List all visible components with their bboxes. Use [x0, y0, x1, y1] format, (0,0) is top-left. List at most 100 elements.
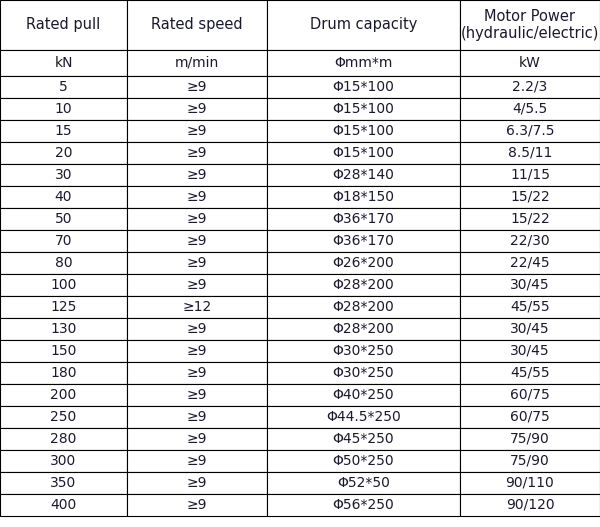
Text: Φ50*250: Φ50*250 [332, 454, 394, 468]
Text: 30/45: 30/45 [510, 322, 550, 336]
Text: ≥9: ≥9 [187, 344, 207, 358]
Bar [460, 494, 600, 516]
Bar [0, 208, 127, 230]
Text: 125: 125 [50, 300, 77, 314]
Text: 400: 400 [50, 498, 77, 512]
Bar [460, 472, 600, 494]
Bar [0, 318, 127, 340]
Text: 6.3/7.5: 6.3/7.5 [506, 124, 554, 138]
Text: 40: 40 [55, 190, 72, 204]
Bar [460, 384, 600, 406]
Bar [267, 252, 460, 274]
Bar [0, 450, 127, 472]
Bar [127, 164, 267, 186]
Bar [0, 406, 127, 428]
Text: Φ52*50: Φ52*50 [337, 476, 390, 490]
Text: 90/110: 90/110 [506, 476, 554, 490]
Bar [267, 208, 460, 230]
Bar [460, 428, 600, 450]
Text: 15/22: 15/22 [510, 190, 550, 204]
Text: ≥9: ≥9 [187, 432, 207, 446]
Text: 280: 280 [50, 432, 77, 446]
Text: Φ36*170: Φ36*170 [332, 234, 394, 248]
Bar [267, 230, 460, 252]
Text: Φ30*250: Φ30*250 [332, 366, 394, 380]
Bar [0, 50, 127, 76]
Text: Motor Power
(hydraulic/electric): Motor Power (hydraulic/electric) [461, 9, 599, 41]
Bar [0, 186, 127, 208]
Text: 45/55: 45/55 [510, 300, 550, 314]
Text: ≥9: ≥9 [187, 388, 207, 402]
Text: ≥9: ≥9 [187, 168, 207, 182]
Text: 4/5.5: 4/5.5 [512, 102, 548, 116]
Text: 15/22: 15/22 [510, 212, 550, 226]
Bar [267, 142, 460, 164]
Text: 45/55: 45/55 [510, 366, 550, 380]
Text: 15: 15 [55, 124, 73, 138]
Bar [127, 0, 267, 50]
Text: Φ28*200: Φ28*200 [332, 278, 394, 292]
Text: Φ30*250: Φ30*250 [332, 344, 394, 358]
Text: Φ36*170: Φ36*170 [332, 212, 394, 226]
Bar [267, 340, 460, 362]
Text: 8.5/11: 8.5/11 [508, 146, 552, 160]
Bar [267, 120, 460, 142]
Text: ≥12: ≥12 [182, 300, 212, 314]
Text: ≥9: ≥9 [187, 256, 207, 270]
Bar [0, 340, 127, 362]
Text: ≥9: ≥9 [187, 498, 207, 512]
Bar [460, 120, 600, 142]
Bar [0, 428, 127, 450]
Bar [460, 296, 600, 318]
Bar [0, 296, 127, 318]
Bar [267, 76, 460, 98]
Bar [127, 98, 267, 120]
Text: ≥9: ≥9 [187, 410, 207, 424]
Bar [267, 274, 460, 296]
Text: Φ26*200: Φ26*200 [332, 256, 394, 270]
Text: Φ18*150: Φ18*150 [332, 190, 395, 204]
Text: ≥9: ≥9 [187, 146, 207, 160]
Bar [460, 50, 600, 76]
Bar [127, 120, 267, 142]
Bar [127, 50, 267, 76]
Text: 20: 20 [55, 146, 72, 160]
Text: kW: kW [519, 56, 541, 70]
Bar [0, 384, 127, 406]
Text: ≥9: ≥9 [187, 476, 207, 490]
Text: ≥9: ≥9 [187, 212, 207, 226]
Text: ≥9: ≥9 [187, 80, 207, 94]
Bar [460, 406, 600, 428]
Bar [0, 494, 127, 516]
Bar [127, 318, 267, 340]
Bar [127, 186, 267, 208]
Text: ≥9: ≥9 [187, 190, 207, 204]
Text: 30/45: 30/45 [510, 344, 550, 358]
Bar [127, 428, 267, 450]
Bar [267, 362, 460, 384]
Text: Φ40*250: Φ40*250 [332, 388, 394, 402]
Bar [127, 76, 267, 98]
Bar [460, 362, 600, 384]
Text: 150: 150 [50, 344, 77, 358]
Text: 300: 300 [50, 454, 77, 468]
Text: 10: 10 [55, 102, 73, 116]
Bar [127, 472, 267, 494]
Text: Φmm*m: Φmm*m [334, 56, 392, 70]
Bar [267, 98, 460, 120]
Bar [267, 472, 460, 494]
Text: 22/30: 22/30 [510, 234, 550, 248]
Text: 200: 200 [50, 388, 77, 402]
Text: 11/15: 11/15 [510, 168, 550, 182]
Text: 90/120: 90/120 [506, 498, 554, 512]
Bar [267, 450, 460, 472]
Text: ≥9: ≥9 [187, 124, 207, 138]
Bar [127, 230, 267, 252]
Text: Drum capacity: Drum capacity [310, 17, 417, 33]
Bar [127, 406, 267, 428]
Bar [460, 164, 600, 186]
Text: ≥9: ≥9 [187, 366, 207, 380]
Text: 350: 350 [50, 476, 77, 490]
Bar [460, 340, 600, 362]
Text: 50: 50 [55, 212, 72, 226]
